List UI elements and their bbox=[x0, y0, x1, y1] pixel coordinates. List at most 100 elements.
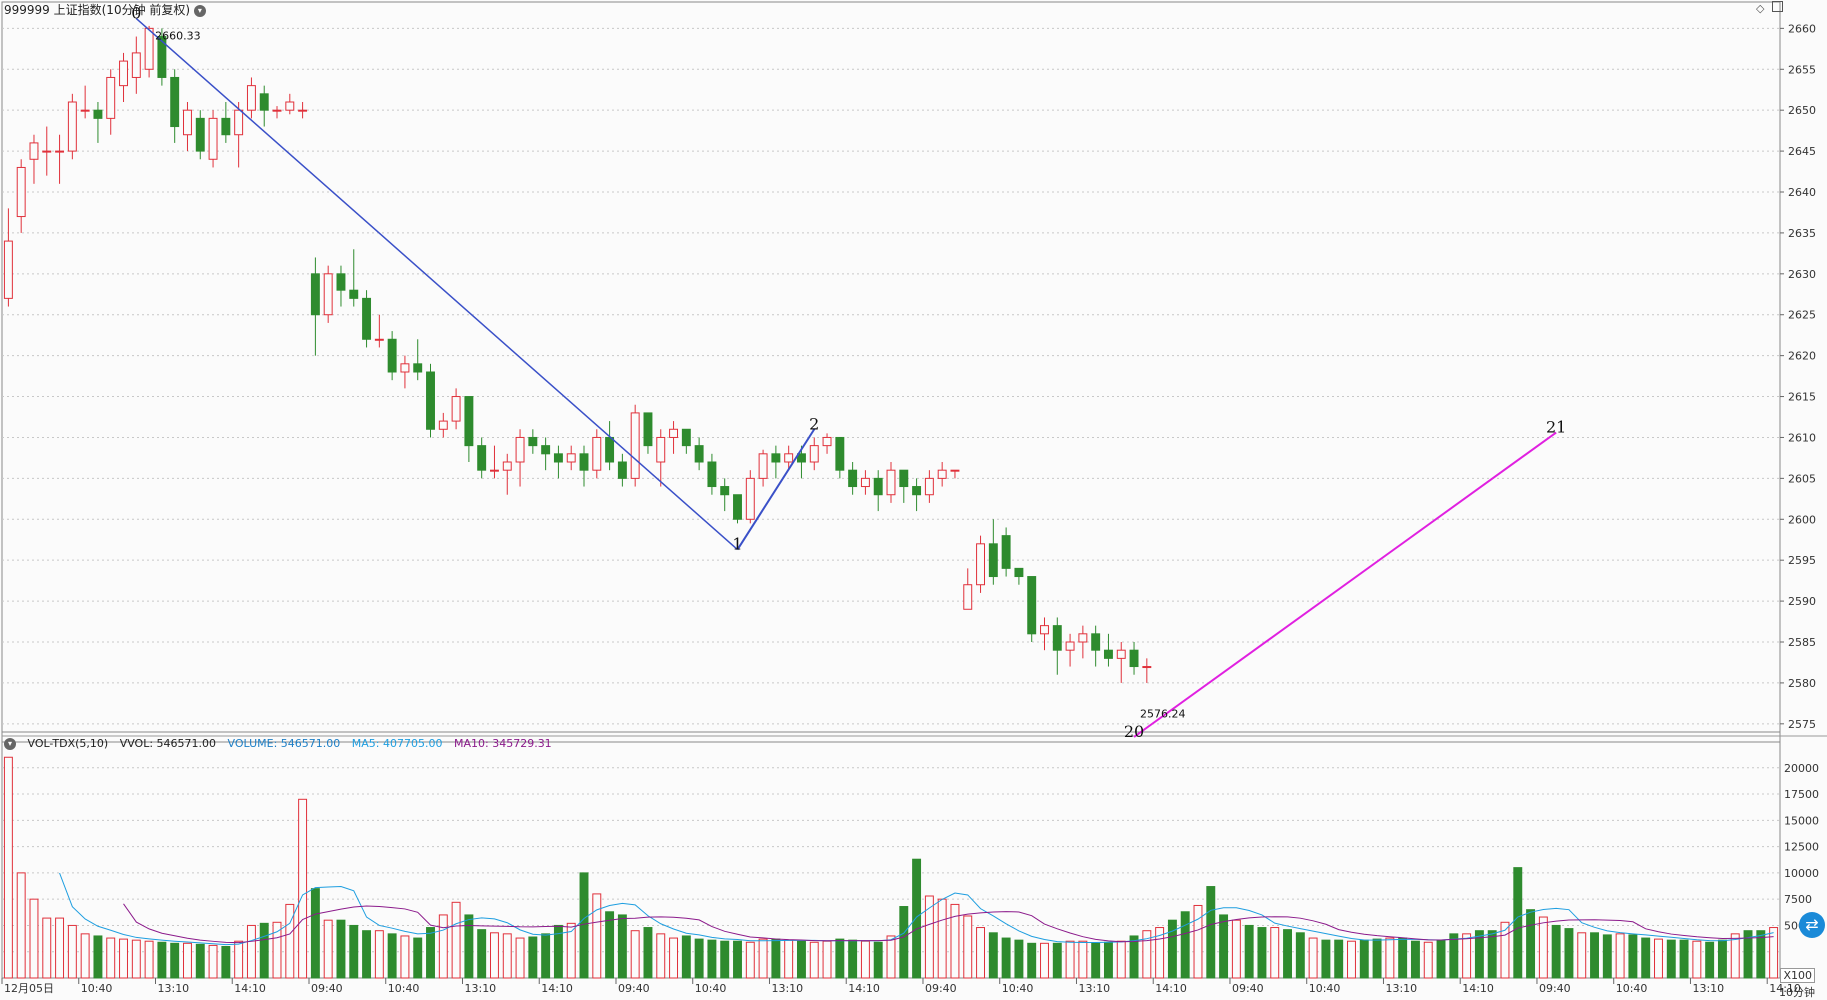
time-tick-label: 14:10 bbox=[1769, 982, 1801, 995]
volume-bar bbox=[1513, 867, 1523, 979]
volume-bar bbox=[183, 942, 192, 979]
candle-body bbox=[681, 428, 691, 447]
volume-tick-label: 10000 bbox=[1784, 867, 1819, 880]
candle-body bbox=[413, 363, 423, 373]
period-label[interactable]: 10分钟 bbox=[1779, 986, 1815, 999]
volume-bar bbox=[1372, 938, 1382, 979]
volume-bar bbox=[1219, 914, 1229, 979]
volume-bar bbox=[1756, 930, 1766, 979]
candle-body bbox=[387, 338, 397, 373]
volume-bar bbox=[195, 943, 205, 979]
candle-body bbox=[1014, 567, 1024, 578]
volume-bar bbox=[464, 914, 474, 979]
diamond-icon[interactable]: ◇ bbox=[1756, 2, 1765, 15]
volume-bar bbox=[336, 919, 346, 979]
volume-indicator-name: VOL-TDX(5,10) bbox=[27, 737, 109, 750]
volume-bar bbox=[1065, 940, 1075, 979]
volume-bar bbox=[1551, 924, 1561, 979]
candle-body bbox=[221, 117, 231, 136]
volume-bar bbox=[924, 895, 934, 979]
candle-body bbox=[515, 436, 525, 463]
volume-bar bbox=[1692, 940, 1702, 979]
candle-body bbox=[796, 453, 806, 463]
time-tick-label: 10:40 bbox=[1002, 982, 1034, 995]
volume-unit: X100 bbox=[1780, 968, 1815, 983]
candle-body bbox=[170, 76, 180, 128]
candle-body bbox=[1027, 576, 1037, 635]
candle-body bbox=[119, 60, 128, 87]
volume-bar bbox=[451, 901, 461, 979]
time-tick-label: 09:40 bbox=[311, 982, 343, 995]
volume-bar bbox=[1449, 933, 1459, 979]
volume-bar bbox=[1628, 934, 1638, 979]
candle-body bbox=[528, 436, 538, 447]
volume-bar bbox=[630, 930, 640, 979]
time-tick-label: 09:40 bbox=[618, 982, 650, 995]
candle-body bbox=[630, 412, 640, 479]
volume-bar bbox=[771, 938, 781, 979]
volume-bar bbox=[259, 922, 269, 979]
wave-label: 0 bbox=[131, 4, 141, 23]
volume-bar bbox=[1590, 932, 1599, 979]
remote-assist-icon[interactable]: ⇄ bbox=[1799, 912, 1825, 938]
candle-body bbox=[886, 469, 896, 496]
candle-body bbox=[669, 428, 679, 438]
low-price-label: 2576.24 bbox=[1140, 708, 1186, 721]
volume-bar bbox=[285, 903, 295, 979]
price-tick-label: 2640 bbox=[1788, 186, 1816, 199]
volume-legend: ▾ VOL-TDX(5,10) VVOL: 546571.00 VOLUME: … bbox=[4, 737, 560, 750]
candle-body bbox=[541, 445, 551, 455]
candle-body bbox=[1065, 641, 1075, 651]
volume-bar bbox=[745, 941, 755, 979]
window-restore-icon[interactable] bbox=[1772, 1, 1783, 12]
candle-body bbox=[592, 436, 602, 471]
volume-bar bbox=[976, 927, 986, 979]
volume-bar bbox=[1717, 939, 1727, 979]
volume-bar bbox=[502, 933, 512, 979]
volume-bar bbox=[656, 933, 666, 979]
time-tick-label: 10:40 bbox=[81, 982, 113, 995]
volume-bar bbox=[298, 798, 308, 979]
volume-bar bbox=[310, 888, 320, 979]
dropdown-icon[interactable]: ▾ bbox=[4, 738, 16, 750]
wave-line-0-1 bbox=[135, 17, 739, 551]
candle-body bbox=[1129, 649, 1139, 668]
volume-bar bbox=[1206, 886, 1216, 979]
candle-body bbox=[195, 117, 205, 152]
volume-bar bbox=[1027, 942, 1037, 979]
volume-bar bbox=[1487, 930, 1497, 979]
dropdown-icon[interactable]: ▾ bbox=[193, 4, 206, 17]
time-tick-label: 10:40 bbox=[695, 982, 727, 995]
price-tick-label: 2605 bbox=[1788, 472, 1816, 485]
volume-bar bbox=[170, 942, 180, 979]
candle-body bbox=[784, 453, 794, 463]
volume-bar bbox=[899, 906, 909, 979]
top-right-controls: ◇ bbox=[1756, 1, 1783, 15]
candle-body bbox=[144, 27, 154, 70]
volume-bar bbox=[1602, 934, 1612, 979]
price-tick-label: 2580 bbox=[1788, 677, 1816, 690]
ma5-value: MA5: 407705.00 bbox=[351, 737, 443, 750]
candle-body bbox=[617, 461, 627, 479]
volume-bar bbox=[221, 945, 231, 979]
volume-bar bbox=[80, 933, 90, 979]
volume-bar bbox=[1641, 937, 1651, 979]
price-tick-label: 2620 bbox=[1788, 350, 1816, 363]
volume-bar bbox=[349, 924, 359, 979]
volume-bar bbox=[733, 940, 742, 979]
candle-body bbox=[93, 109, 103, 119]
volume-bar bbox=[1385, 937, 1395, 979]
candle-body bbox=[822, 436, 832, 447]
candle-body bbox=[720, 486, 730, 496]
volume-bar bbox=[809, 941, 819, 979]
time-tick-label: 13:10 bbox=[157, 982, 189, 995]
volume-bar bbox=[553, 924, 563, 979]
volume-bar bbox=[246, 924, 256, 979]
volume-bar bbox=[950, 903, 960, 979]
time-tick-label: 10:40 bbox=[1309, 982, 1341, 995]
volume-bar bbox=[1167, 919, 1177, 979]
price-panel-frame bbox=[1, 1, 1781, 743]
time-tick-label: 10:40 bbox=[388, 982, 420, 995]
